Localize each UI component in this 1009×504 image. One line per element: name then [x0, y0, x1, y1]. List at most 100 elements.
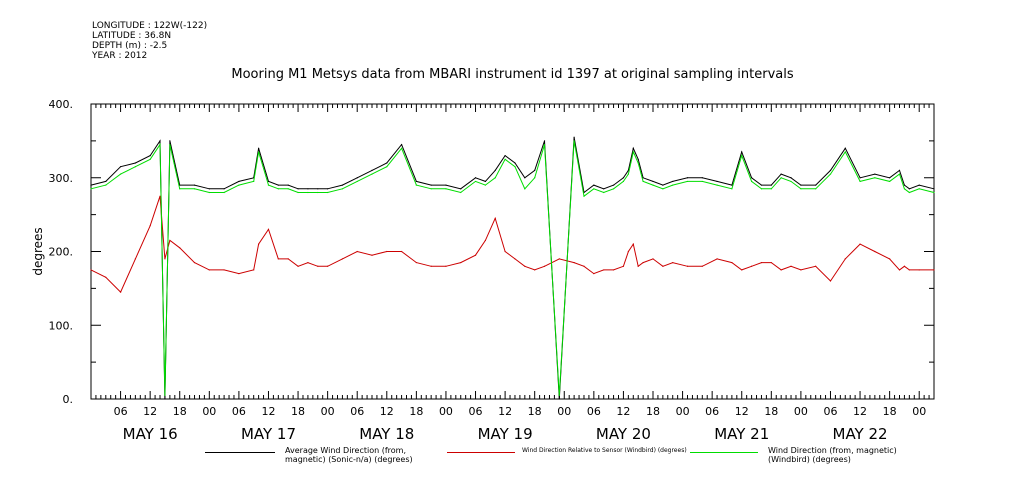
x-tick-label: 18 [528, 405, 542, 418]
series-point-2 [494, 177, 496, 179]
series-point-0 [484, 180, 486, 183]
series-point-2 [780, 177, 782, 179]
series-point-2 [415, 184, 417, 186]
series-point-1 [238, 273, 240, 275]
x-tick-label: 00 [321, 405, 335, 418]
series-point-1 [297, 265, 299, 267]
series-point-1 [317, 265, 319, 267]
series-point-1 [627, 250, 629, 253]
series-point-1 [558, 258, 560, 260]
series-point-1 [386, 250, 388, 253]
x-tick-label: 06 [232, 405, 246, 418]
series-point-0 [933, 188, 935, 190]
series-point-2 [134, 166, 136, 168]
series-point-2 [327, 191, 329, 194]
series-point-0 [558, 398, 560, 400]
x-tick-label: 18 [409, 405, 423, 418]
series-point-1 [593, 273, 595, 275]
series-point-1 [208, 269, 210, 271]
series-point-0 [750, 177, 753, 179]
series-point-2 [750, 180, 753, 183]
x-tick-label: 12 [380, 405, 394, 418]
series-point-0 [430, 184, 432, 186]
series-point-2 [903, 188, 906, 190]
series-point-2 [933, 191, 935, 194]
series-point-1 [903, 265, 906, 267]
series-point-2 [223, 191, 225, 194]
x-tick-label: 06 [469, 405, 483, 418]
series-point-1 [445, 265, 447, 267]
series-point-1 [460, 261, 462, 264]
series-point-0 [573, 136, 575, 138]
series-point-2 [898, 173, 901, 175]
series-point-0 [716, 180, 718, 183]
year-text: YEAR : 2012 [92, 51, 148, 61]
series-point-0 [445, 184, 447, 186]
series-point-2 [341, 188, 344, 190]
series-point-2 [627, 173, 629, 175]
series-point-0 [134, 162, 136, 164]
y-tick-label: 0. [63, 393, 74, 406]
series-point-1 [918, 269, 920, 271]
series-point-0 [307, 188, 309, 190]
series-point-2 [149, 158, 151, 160]
series-point-1 [307, 261, 309, 264]
series-point-1 [889, 258, 891, 260]
series-point-2 [701, 180, 703, 183]
series-point-1 [701, 265, 703, 267]
y-tick-label: 200. [49, 246, 74, 259]
series-point-0 [612, 184, 615, 186]
series-point-1 [780, 269, 782, 271]
legend-line-average [205, 452, 275, 453]
series-point-1 [105, 276, 107, 278]
labels-layer: 0. 100. 200. 300. 400. degrees 06 12 18 00 06 12 18 0… [31, 98, 926, 443]
metadata-block: LONGITUDE : 122W(-122) LATITUDE : 36.8N … [92, 21, 207, 61]
series-point-1 [844, 258, 846, 260]
series-point-0 [356, 177, 358, 179]
x-tick-label: 06 [350, 405, 364, 418]
x-tick-label: 12 [735, 405, 749, 418]
series-point-0 [903, 184, 906, 186]
series-point-1 [790, 265, 792, 267]
series-point-0 [829, 169, 832, 171]
series-point-2 [534, 177, 536, 179]
series-point-2 [800, 188, 802, 190]
series-point-1 [223, 269, 225, 271]
series-point-1 [415, 261, 417, 264]
series-point-2 [815, 188, 817, 190]
series-point-2 [159, 143, 161, 146]
series-point-0 [415, 180, 417, 183]
series-point-1 [583, 265, 585, 267]
series-point-2 [652, 184, 654, 186]
series-point-2 [105, 184, 107, 186]
series-point-2 [430, 188, 432, 190]
x-tick-label: 00 [794, 405, 808, 418]
plot-frame [90, 103, 935, 400]
x-tick-label: 00 [439, 405, 453, 418]
series-point-2 [790, 180, 792, 183]
series-point-2 [637, 162, 639, 164]
series-point-0 [400, 143, 403, 146]
series-point-2 [662, 188, 664, 190]
series-point-2 [504, 158, 506, 160]
series-point-1 [484, 239, 486, 242]
series-point-1 [622, 265, 625, 267]
series-point-2 [317, 191, 319, 194]
series-point-2 [741, 155, 743, 157]
legend-label-average: Average Wind Direction (from, magnetic) … [285, 446, 413, 464]
series-layer [90, 136, 935, 400]
series-point-2 [474, 180, 477, 183]
series-point-0 [504, 155, 506, 157]
series-point-0 [90, 184, 92, 186]
series-point-1 [474, 254, 477, 256]
series-point-2 [267, 184, 270, 186]
series-point-2 [253, 180, 255, 183]
series-point-1 [371, 254, 373, 256]
series-point-2 [686, 180, 689, 183]
series-point-0 [534, 169, 536, 171]
series-point-2 [258, 151, 260, 153]
series-point-1 [908, 269, 910, 271]
series-point-0 [603, 188, 605, 190]
series-point-2 [632, 151, 634, 153]
series-point-1 [612, 269, 615, 271]
